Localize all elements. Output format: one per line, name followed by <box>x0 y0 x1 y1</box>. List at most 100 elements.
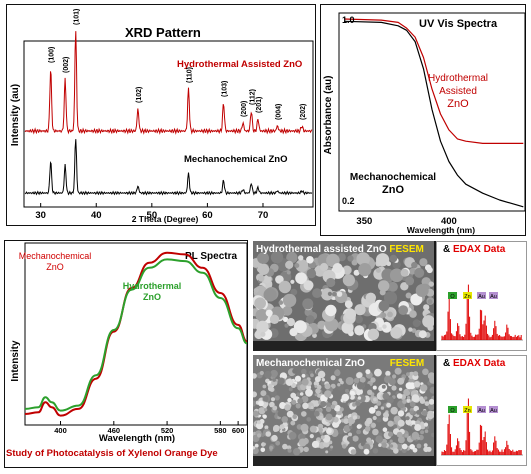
sem-particle <box>334 369 341 377</box>
sem-particle <box>330 375 336 381</box>
sem-particle <box>416 410 421 415</box>
sem-particle <box>326 428 332 434</box>
sem-particle <box>374 368 382 377</box>
sem-particle <box>320 435 325 440</box>
sem-particle <box>358 263 372 277</box>
sem-particle <box>314 393 318 397</box>
xrd-x-ticks: 30 40 50 60 70 <box>35 203 268 221</box>
pl-ylabel: Intensity <box>10 340 21 382</box>
sem-particle <box>301 378 309 386</box>
sem-particle <box>382 392 390 400</box>
sem-info-bar <box>253 341 434 351</box>
sem-particle <box>301 373 306 378</box>
sem-particle <box>345 377 354 385</box>
sem-particle <box>271 397 275 402</box>
sem-particle <box>370 377 376 383</box>
sem-particle <box>305 315 315 324</box>
uv-x-tick-label: 400 <box>441 216 457 227</box>
edax-spectrum-bottom: O Zn Au Au <box>436 355 527 466</box>
sem-particle <box>337 253 346 262</box>
xrd-hkl-label: (002) <box>63 57 70 73</box>
sem-particle <box>330 445 334 449</box>
sem-particle <box>294 375 302 382</box>
xrd-hkl-annotations: (100) (002) (101) (102) (110) (103) (200)(112)… <box>49 9 307 120</box>
sem-particle <box>352 415 358 420</box>
sem-particle <box>357 396 362 400</box>
sem-particle <box>363 448 370 455</box>
sem-particle <box>305 388 313 397</box>
sem-particle <box>389 444 394 448</box>
sem-particle <box>423 396 428 400</box>
edax-element-label: O <box>450 408 455 414</box>
sem-particle <box>277 377 285 385</box>
sem-particle <box>315 388 321 394</box>
sem-particle <box>253 410 259 417</box>
sem-particle <box>419 398 426 404</box>
sem-particle <box>321 378 326 382</box>
sem-particle <box>258 263 270 275</box>
sem-particle <box>412 319 421 328</box>
sem-particle <box>275 275 284 284</box>
sem-particle <box>301 411 307 417</box>
sem-particle <box>281 416 288 423</box>
xrd-chart: XRD Pattern 30 40 50 60 70 2 Theta (Degree) … <box>10 9 314 224</box>
pl-legend-hydro-2: ZnO <box>143 292 161 302</box>
uv-legend-hydro-2: Assisted <box>439 86 477 97</box>
uv-plot-area <box>338 12 526 212</box>
xrd-xlabel: 2 Theta (Degree) <box>132 214 199 224</box>
sem-particle <box>258 275 265 282</box>
sem-particle <box>429 375 434 384</box>
sem-particle <box>409 401 416 408</box>
pl-x-ticks: 400 460 520 580 600 <box>54 421 244 435</box>
sem-particle <box>397 419 405 427</box>
xrd-series-mechanochemical <box>24 139 313 196</box>
sem-particle <box>381 312 387 318</box>
sem-particle <box>388 431 394 437</box>
sem-particle <box>400 282 409 291</box>
xrd-hkl-label: (101) <box>74 9 81 25</box>
sem-particle <box>253 391 257 398</box>
sem-particle <box>355 387 363 396</box>
pl-xlabel: Wavelength (nm) <box>99 433 175 444</box>
sem-particle <box>419 258 428 267</box>
sem-particle <box>368 407 376 414</box>
sem-particle <box>356 429 361 435</box>
sem-particle <box>423 443 428 448</box>
sem-particle <box>427 299 433 305</box>
sem-particle <box>354 315 363 324</box>
sem-particle <box>272 378 276 382</box>
sem-particle <box>405 382 413 390</box>
sem-particle <box>424 429 429 433</box>
sem-particle <box>394 367 402 375</box>
sem-particle <box>387 420 394 427</box>
sem-particle <box>333 404 341 412</box>
sem-particle <box>286 410 294 418</box>
sem-particle <box>253 287 259 293</box>
sem-particle <box>385 370 391 377</box>
sem-particle <box>326 277 336 288</box>
edax-label-box <box>477 292 486 299</box>
sem-particle <box>253 400 257 407</box>
sem-particle <box>256 320 269 333</box>
xrd-hkl-label: (110) <box>187 67 194 83</box>
sem-particle <box>274 395 280 401</box>
sem-particle <box>287 448 292 453</box>
sem-particle <box>407 396 411 400</box>
sem-particle <box>353 269 360 276</box>
sem-particle <box>269 401 275 408</box>
sem-particle <box>380 406 385 410</box>
edax-label-box <box>448 292 457 299</box>
sem-particle <box>327 291 332 296</box>
pl-tick-label: 400 <box>54 426 67 435</box>
pl-tick-label: 580 <box>214 426 227 435</box>
sem-particle <box>371 422 376 428</box>
sem-particle <box>411 394 420 403</box>
sem-particle <box>428 398 434 405</box>
sem-particle <box>367 328 380 340</box>
sem-particle <box>424 401 430 406</box>
sem-particle <box>421 410 428 416</box>
sem-particle <box>297 398 304 404</box>
edax-element-label: Au <box>478 294 485 300</box>
sem-particle <box>415 420 421 426</box>
sem-particle <box>323 440 330 448</box>
